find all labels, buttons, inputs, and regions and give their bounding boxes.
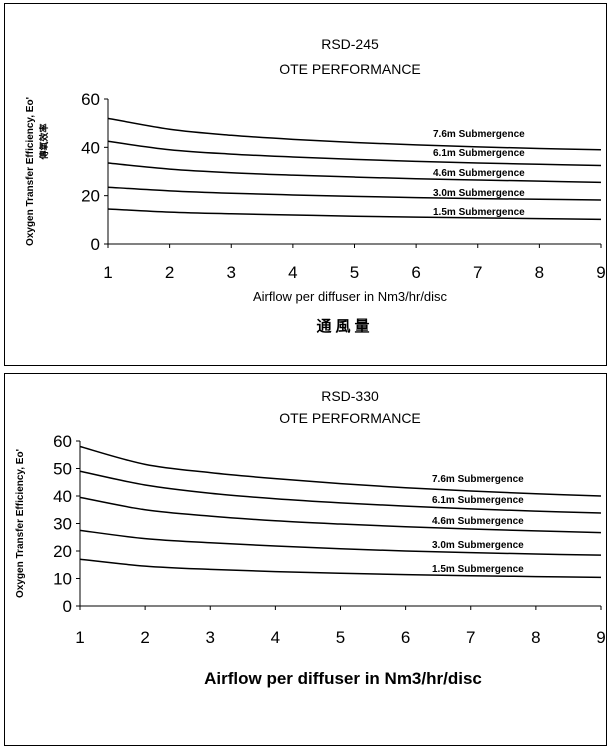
y-tick-label: 60 bbox=[53, 432, 72, 451]
chart-rsd-245: RSD-245 OTE PERFORMANCE 0 20 40 60 1 2 3 4 5 6 7 8 9 Ai… bbox=[25, 36, 606, 335]
series-line-4-6m-submergence bbox=[107, 162, 602, 184]
y-axis-label-cn: 傳氧效率 bbox=[38, 123, 50, 160]
y-tick-label: 20 bbox=[81, 187, 100, 206]
y-tick-label: 0 bbox=[63, 597, 72, 616]
chart-title: RSD-245 bbox=[321, 36, 379, 52]
y-tick-label: 40 bbox=[53, 487, 72, 506]
series-label: 7.6m Submergence bbox=[432, 474, 524, 485]
series-label: 1.5m Submergence bbox=[433, 207, 525, 218]
y-tick-label: 10 bbox=[53, 570, 72, 589]
x-tick-label: 8 bbox=[535, 263, 544, 282]
chart-subtitle: OTE PERFORMANCE bbox=[279, 61, 421, 77]
y-axis-label: Oxygen Transfer Efficiency, Eo' bbox=[15, 449, 26, 598]
series-label: 6.1m Submergence bbox=[432, 495, 524, 506]
x-tick-label: 7 bbox=[466, 628, 475, 647]
x-tick-label: 8 bbox=[531, 628, 540, 647]
x-tick-label: 9 bbox=[596, 628, 605, 647]
series-line-7-6m-submergence bbox=[107, 117, 602, 151]
x-tick-label: 3 bbox=[206, 628, 215, 647]
y-axis-label: Oxygen Transfer Efficiency, Eo' bbox=[25, 97, 36, 246]
x-tick-label: 9 bbox=[596, 263, 605, 282]
series-line-6-1m-submergence bbox=[79, 470, 602, 514]
series-line-3-0m-submergence bbox=[79, 529, 602, 556]
x-tick-label: 7 bbox=[473, 263, 482, 282]
x-axis-label: Airflow per diffuser in Nm3/hr/disc bbox=[253, 289, 448, 304]
series-label: 4.6m Submergence bbox=[432, 516, 524, 527]
chart-subtitle: OTE PERFORMANCE bbox=[279, 410, 421, 426]
series-line-1-5m-submergence bbox=[107, 208, 602, 221]
series-label: 3.0m Submergence bbox=[432, 540, 524, 551]
x-axis-label-cn: 通風量 bbox=[316, 317, 373, 335]
y-tick-label: 40 bbox=[81, 138, 100, 157]
series-line-3-0m-submergence bbox=[107, 186, 602, 201]
y-tick-label: 20 bbox=[53, 542, 72, 561]
x-axis-label: Airflow per diffuser in Nm3/hr/disc bbox=[204, 669, 482, 688]
series-label: 1.5m Submergence bbox=[432, 564, 524, 575]
series-label: 4.6m Submergence bbox=[433, 168, 525, 179]
x-tick-label: 2 bbox=[165, 263, 174, 282]
x-tick-label: 1 bbox=[103, 263, 112, 282]
chart-panel-rsd-330: RSD-330 OTE PERFORMANCE 0 10 20 30 40 50 60 1 2 3 4 5… bbox=[4, 373, 607, 746]
x-tick-label: 3 bbox=[227, 263, 236, 282]
series-line-6-1m-submergence bbox=[107, 140, 602, 167]
x-tick-label: 2 bbox=[140, 628, 149, 647]
series-label: 7.6m Submergence bbox=[433, 129, 525, 140]
x-tick-label: 1 bbox=[75, 628, 84, 647]
y-tick-label: 0 bbox=[91, 235, 100, 254]
y-tick-label: 50 bbox=[53, 460, 72, 479]
series-label: 6.1m Submergence bbox=[433, 148, 525, 159]
chart-rsd-330: RSD-330 OTE PERFORMANCE 0 10 20 30 40 50 60 1 2 3 4 5… bbox=[15, 388, 606, 688]
x-tick-label: 5 bbox=[336, 628, 345, 647]
chart-title: RSD-330 bbox=[321, 388, 379, 404]
y-tick-label: 30 bbox=[53, 515, 72, 534]
y-tick-label: 60 bbox=[81, 90, 100, 109]
series-label: 3.0m Submergence bbox=[433, 188, 525, 199]
series-line-7-6m-submergence bbox=[79, 445, 602, 497]
chart-panel-rsd-245: RSD-245 OTE PERFORMANCE 0 20 40 60 1 2 3 4 5 6 7 8 9 Ai… bbox=[4, 3, 607, 366]
x-tick-label: 4 bbox=[271, 628, 280, 647]
x-tick-label: 5 bbox=[350, 263, 359, 282]
x-tick-label: 6 bbox=[411, 263, 420, 282]
series-line-1-5m-submergence bbox=[79, 558, 602, 579]
x-tick-label: 4 bbox=[288, 263, 297, 282]
series-line-4-6m-submergence bbox=[79, 496, 602, 534]
x-tick-label: 6 bbox=[401, 628, 410, 647]
